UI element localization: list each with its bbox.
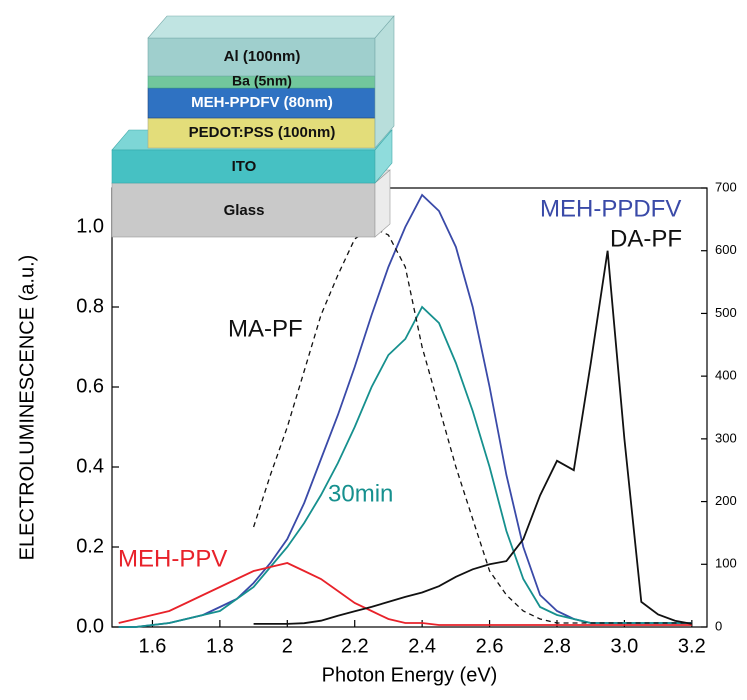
y2-tick-label: 200 <box>715 493 737 508</box>
series-label: DA-PF <box>610 225 682 252</box>
x-tick-label: 3.2 <box>678 635 706 657</box>
y2-tick-label: 300 <box>715 430 737 445</box>
series-line <box>252 226 692 624</box>
series-label: MA-PF <box>228 315 303 342</box>
y-axis-label: ELECTROLUMINESCENCE (a.u.) <box>16 255 38 561</box>
layer-label: Ba (5nm) <box>232 73 292 89</box>
y-tick-label: 0.4 <box>76 455 104 477</box>
layer-label: Al (100nm) <box>224 48 301 65</box>
x-tick-label: 1.8 <box>206 635 234 657</box>
y2-tick-label: 0 <box>715 618 722 633</box>
series-line <box>118 305 692 628</box>
y-tick-label: 0.2 <box>76 535 104 557</box>
x-tick-label: 2.4 <box>408 635 436 657</box>
layer-label: ITO <box>232 158 257 175</box>
layer-label: MEH-PPDFV (80nm) <box>191 94 333 111</box>
plot-area: 1.6 1.8 2 2.2 2.4 2.6 2.8 3.0 3.2 0.0 0.2 0.4 0.6 0.8… <box>16 179 736 686</box>
x-tick-label: 2.2 <box>341 635 369 657</box>
x-tick-label: 2 <box>282 635 293 657</box>
series-label: MEH-PPV <box>118 545 227 572</box>
y2-tick-label: 700 <box>715 179 737 194</box>
y-tick-label: 1.0 <box>76 215 104 237</box>
x-tick-label: 1.6 <box>139 635 167 657</box>
device-inset: Al (100nm) Ba (5nm) MEH-PPDFV (80nm) PED… <box>111 15 395 238</box>
x-tick-label: 3.0 <box>611 635 639 657</box>
y2-tick-label: 600 <box>715 242 737 257</box>
series-label: 30min <box>328 480 393 507</box>
y-tick-label: 0.8 <box>76 295 104 317</box>
plot-frame <box>111 187 708 628</box>
x-tick-label: 2.8 <box>543 635 571 657</box>
layer-label: PEDOT:PSS (100nm) <box>189 124 336 141</box>
layer-label: Glass <box>224 202 265 219</box>
y2-tick-label: 500 <box>715 305 737 320</box>
x-tick-label: 2.6 <box>476 635 504 657</box>
series-line <box>253 250 692 625</box>
y-tick-label: 0.6 <box>76 375 104 397</box>
y-tick-label: 0.0 <box>76 615 104 637</box>
y2-tick-label: 100 <box>715 556 737 571</box>
y2-tick-label: 400 <box>715 368 737 383</box>
series-line <box>118 562 692 626</box>
series-label: MEH-PPDFV <box>540 195 681 222</box>
x-axis-label: Photon Energy (eV) <box>322 664 498 686</box>
